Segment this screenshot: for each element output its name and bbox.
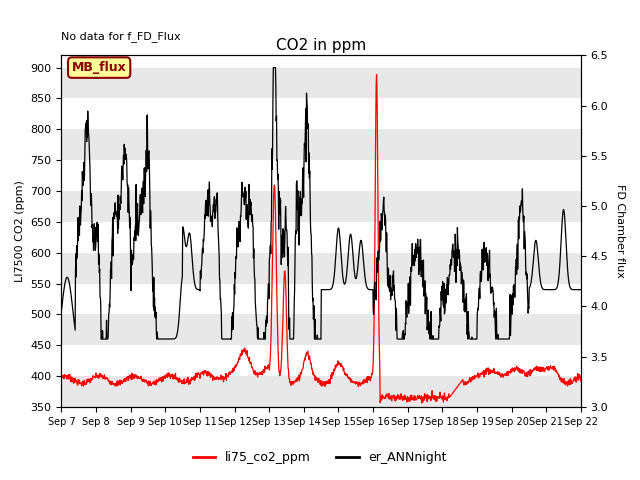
Y-axis label: FD Chamber flux: FD Chamber flux: [615, 184, 625, 278]
Bar: [61, 191, 581, 222]
Legend: li75_co2_ppm, er_ANNnight: li75_co2_ppm, er_ANNnight: [188, 446, 452, 469]
Text: MB_flux: MB_flux: [72, 61, 127, 74]
Bar: [61, 376, 581, 407]
Y-axis label: LI7500 CO2 (ppm): LI7500 CO2 (ppm): [15, 180, 25, 282]
Text: No data for f_FD_Flux: No data for f_FD_Flux: [61, 31, 181, 42]
Bar: [61, 252, 581, 284]
Bar: [61, 129, 581, 160]
Bar: [61, 314, 581, 345]
Title: CO2 in ppm: CO2 in ppm: [276, 38, 366, 53]
Bar: [61, 68, 581, 98]
